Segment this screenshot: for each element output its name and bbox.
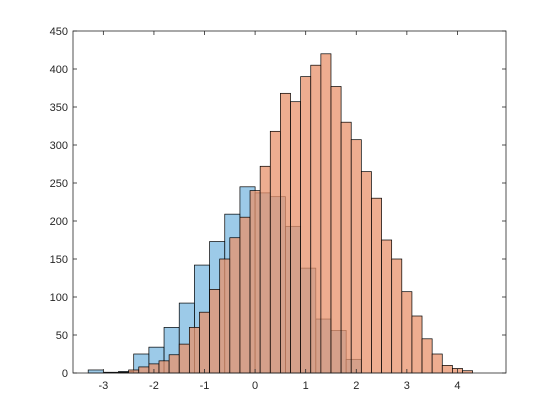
histogram-bar bbox=[411, 315, 423, 374]
y-tick-label: 200 bbox=[50, 216, 68, 228]
y-tick-label: 0 bbox=[62, 368, 68, 380]
histogram-bar bbox=[340, 121, 352, 374]
histogram-bar bbox=[178, 343, 190, 374]
histogram-bar bbox=[128, 369, 140, 374]
histogram-bar bbox=[381, 239, 393, 374]
histogram-bar bbox=[239, 216, 251, 374]
histogram-bar bbox=[290, 101, 301, 374]
y-tick-label: 250 bbox=[50, 178, 68, 190]
histogram-bar bbox=[188, 327, 200, 374]
histogram-bar bbox=[280, 92, 291, 374]
histogram-bar bbox=[229, 237, 241, 374]
y-tick-label: 350 bbox=[50, 102, 68, 114]
histogram-bar bbox=[310, 64, 322, 374]
histogram-bar bbox=[219, 258, 231, 374]
histogram-bar bbox=[391, 258, 403, 374]
x-tick-label: 1 bbox=[303, 380, 309, 392]
histogram-bar bbox=[199, 311, 210, 374]
y-tick-label: 450 bbox=[50, 26, 68, 38]
x-tick-label: 2 bbox=[353, 380, 359, 392]
histogram-bar bbox=[360, 171, 372, 374]
histogram-bar bbox=[431, 353, 443, 374]
x-tick-label: -2 bbox=[149, 380, 159, 392]
y-tick-label: 50 bbox=[56, 330, 68, 342]
x-tick-label: 0 bbox=[252, 380, 258, 392]
histogram-bar bbox=[441, 365, 453, 374]
x-tick-label: 4 bbox=[454, 380, 460, 392]
x-tick-label: -1 bbox=[200, 380, 210, 392]
axes-box bbox=[72, 30, 507, 374]
x-tick-label: 3 bbox=[404, 380, 410, 392]
histogram-bar bbox=[421, 338, 433, 374]
y-tick-label: 150 bbox=[50, 254, 68, 266]
histogram-bar bbox=[168, 354, 180, 374]
histogram-bar bbox=[158, 360, 170, 374]
histogram-bar bbox=[209, 289, 221, 374]
histogram-bar bbox=[300, 76, 312, 374]
bars-layer bbox=[87, 53, 473, 374]
histogram-bar bbox=[330, 86, 342, 374]
histogram-bar bbox=[138, 366, 150, 374]
x-tick-label: -3 bbox=[98, 380, 108, 392]
axes-layer: -3 -2 -1 0 1 2 3 4 0 50 100 150 200 250 300 350 400 450 bbox=[50, 26, 507, 392]
histogram-bar bbox=[320, 53, 332, 374]
y-tick-label: 400 bbox=[50, 64, 68, 76]
histogram-bar bbox=[401, 291, 413, 374]
y-tick-label: 100 bbox=[50, 292, 68, 304]
histogram-bar bbox=[371, 197, 382, 374]
histogram-bar bbox=[259, 165, 271, 374]
histogram-bar bbox=[87, 369, 104, 374]
histogram-bar bbox=[269, 130, 281, 374]
histogram-bar bbox=[350, 139, 362, 374]
y-tick-label: 300 bbox=[50, 140, 68, 152]
histogram-bar bbox=[249, 190, 261, 374]
